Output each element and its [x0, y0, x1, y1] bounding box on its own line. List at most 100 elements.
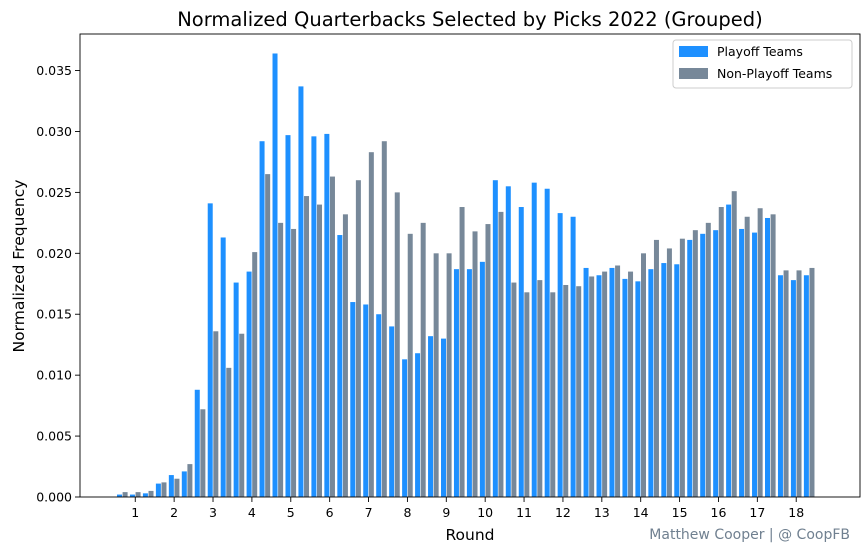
bar-non-playoff-17 [329, 176, 335, 497]
bar-playoff-18 [337, 235, 343, 498]
bar-playoff-2 [129, 494, 135, 497]
x-tick-label: 12 [555, 505, 571, 520]
x-tick-label: 6 [326, 505, 334, 520]
bar-playoff-1 [117, 494, 122, 497]
bar-non-playoff-28 [472, 231, 478, 497]
bar-non-playoff-34 [550, 292, 556, 497]
bar-non-playoff-10 [239, 333, 245, 497]
bar-non-playoff-47 [718, 207, 724, 497]
bar-playoff-30 [492, 180, 498, 497]
bar-non-playoff-11 [252, 252, 258, 497]
x-axis: 1 2 3 4 5 6 7 8 9 10 11 12 13 14 15 16 17 18 [131, 497, 804, 520]
bar-playoff-45 [687, 239, 693, 497]
bar-playoff-11 [246, 271, 252, 497]
bar-playoff-43 [661, 263, 667, 497]
y-tick-label: 0.005 [36, 429, 72, 444]
bar-non-playoff-33 [537, 280, 543, 497]
bar-non-playoff-53 [796, 270, 802, 497]
bar-non-playoff-25 [433, 253, 439, 497]
bar-playoff-46 [700, 233, 706, 497]
bar-playoff-19 [350, 302, 356, 497]
bar-playoff-32 [518, 207, 524, 497]
bar-playoff-22 [389, 326, 395, 497]
x-tick-label: 17 [749, 505, 765, 520]
bar-playoff-13 [272, 53, 278, 498]
y-tick-label: 0.030 [36, 124, 72, 139]
bars-group [117, 53, 815, 498]
bar-non-playoff-9 [226, 367, 232, 497]
bar-non-playoff-48 [731, 191, 737, 497]
bar-non-playoff-22 [394, 192, 400, 497]
x-tick-label: 11 [516, 505, 532, 520]
y-tick-label: 0.020 [36, 246, 72, 261]
bar-playoff-21 [376, 314, 382, 497]
bar-playoff-52 [777, 275, 783, 497]
bar-non-playoff-38 [602, 271, 608, 497]
bar-playoff-17 [324, 133, 330, 497]
bar-playoff-6 [181, 471, 187, 497]
bar-non-playoff-42 [653, 239, 659, 497]
x-tick-label: 13 [594, 505, 610, 520]
bar-playoff-40 [622, 278, 628, 497]
legend: Playoff Teams Non-Playoff Teams [672, 39, 853, 89]
bar-non-playoff-29 [485, 224, 491, 497]
bar-playoff-49 [739, 228, 745, 497]
bar-non-playoff-12 [265, 174, 271, 497]
legend-box [672, 39, 853, 89]
x-axis-label: Round [445, 526, 494, 544]
bar-non-playoff-18 [342, 214, 348, 497]
x-tick-label: 16 [711, 505, 727, 520]
bar-playoff-25 [428, 336, 434, 497]
bar-non-playoff-26 [446, 253, 452, 497]
bar-playoff-9 [220, 237, 226, 498]
x-tick-label: 4 [248, 505, 256, 520]
y-tick-label: 0.035 [36, 63, 72, 78]
bar-playoff-41 [635, 281, 641, 497]
legend-label-playoff: Playoff Teams [717, 44, 803, 59]
x-tick-label: 1 [131, 505, 139, 520]
bar-non-playoff-51 [770, 214, 776, 497]
bar-playoff-12 [259, 141, 265, 497]
bar-playoff-4 [155, 483, 161, 497]
bar-playoff-34 [544, 188, 550, 498]
bar-non-playoff-37 [589, 276, 595, 497]
y-axis: 0.000 0.005 0.010 0.015 0.020 0.025 0.030 0.035 [36, 63, 80, 505]
bar-non-playoff-41 [641, 253, 646, 497]
x-tick-label: 15 [672, 505, 688, 520]
bar-non-playoff-1 [122, 492, 128, 497]
bar-playoff-54 [803, 275, 809, 497]
legend-label-non-playoff: Non-Playoff Teams [717, 66, 832, 81]
x-tick-label: 5 [287, 505, 295, 520]
bar-playoff-7 [194, 389, 200, 497]
bar-non-playoff-4 [161, 482, 167, 497]
bar-playoff-8 [207, 203, 213, 498]
bar-playoff-44 [674, 264, 680, 497]
bar-non-playoff-24 [420, 222, 426, 498]
bar-playoff-31 [505, 186, 511, 498]
bar-non-playoff-15 [304, 196, 310, 498]
bar-non-playoff-8 [213, 331, 219, 497]
bar-non-playoff-46 [705, 222, 711, 498]
chart-title: Normalized Quarterbacks Selected by Pick… [177, 8, 763, 31]
bar-non-playoff-16 [317, 204, 322, 497]
attribution-text: Matthew Cooper | @ CoopFB [649, 527, 850, 543]
bar-playoff-50 [752, 232, 758, 497]
x-tick-label: 18 [788, 505, 804, 520]
bar-playoff-42 [648, 269, 654, 497]
bar-non-playoff-40 [628, 271, 634, 497]
bar-non-playoff-27 [459, 207, 465, 497]
bar-playoff-27 [453, 269, 459, 497]
bar-playoff-51 [765, 217, 770, 498]
bar-playoff-10 [233, 282, 239, 497]
bar-non-playoff-45 [692, 230, 698, 498]
x-tick-label: 8 [403, 505, 411, 520]
bar-playoff-39 [609, 267, 615, 497]
bar-non-playoff-5 [174, 478, 180, 497]
y-tick-label: 0.025 [36, 185, 72, 200]
y-tick-label: 0.010 [36, 368, 72, 383]
bar-playoff-20 [363, 304, 369, 497]
bar-playoff-47 [713, 230, 719, 498]
bar-playoff-16 [311, 136, 317, 497]
bar-playoff-5 [168, 475, 174, 497]
bar-non-playoff-35 [563, 284, 569, 497]
